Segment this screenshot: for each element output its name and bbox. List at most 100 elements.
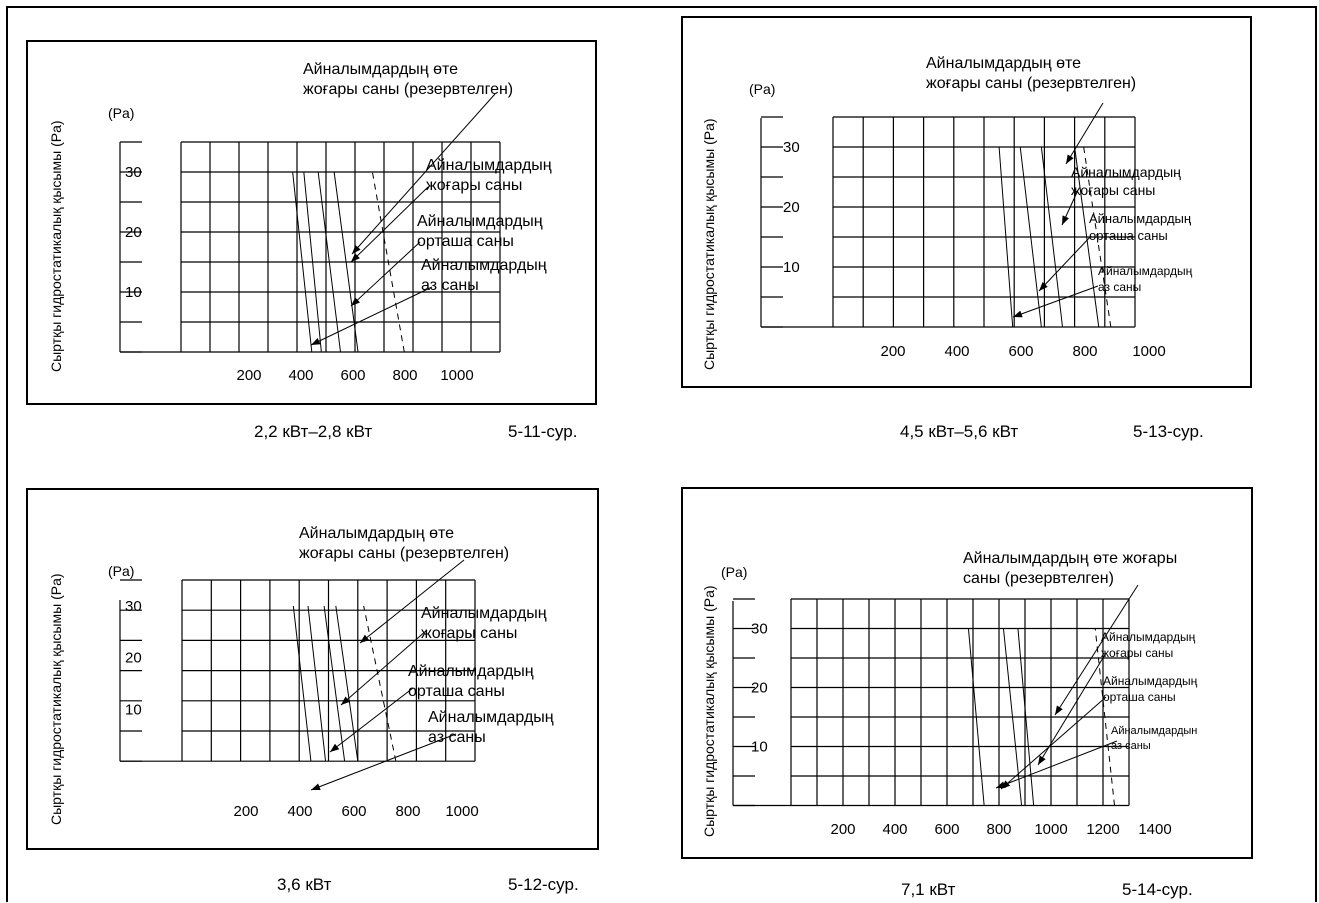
annotation-arrow-head <box>351 253 360 262</box>
x-tick-label: 800 <box>1072 343 1097 360</box>
annotation-label-line: орташа саны <box>1103 690 1176 704</box>
annotation-label-line: Айналымдардың <box>428 709 554 726</box>
series-line <box>967 628 985 806</box>
series-line <box>335 605 359 762</box>
annotation-label-line: жоғары саны <box>1101 646 1173 660</box>
annotation-label: Айналымдардың жоғары саны <box>426 157 552 194</box>
annotation-arrow-head <box>311 783 321 791</box>
annotation-label-line: жоғары саны <box>426 177 522 194</box>
annotation-label-line: Айналымдардың өте жоғары <box>963 550 1177 567</box>
annotation-label: Айналымдардың орташа саны <box>1103 674 1198 704</box>
annotation-label: Айналымдардың өте жоғары саны (резервтелг… <box>926 55 1136 92</box>
chart-caption: 4,5 кВт–5,6 кВт <box>900 422 1019 441</box>
x-tick-label: 400 <box>287 803 312 820</box>
annotation-label: Айналымдардың өте жоғары саны (резервтелг… <box>303 61 513 98</box>
annotation-arrow-head <box>352 244 361 254</box>
annotation-label-line: аз саны <box>1098 280 1141 294</box>
x-tick-label: 1000 <box>1034 821 1067 838</box>
chart-panel-5-13: 10 20 30 (Pa) 200 400 600 800 1000 Айналымдардың … <box>681 16 1252 388</box>
x-tick-label: 200 <box>233 803 258 820</box>
series-line <box>998 146 1014 328</box>
annotation-arrow-line <box>995 740 1118 789</box>
series-group <box>967 628 1116 806</box>
annotation-label: Айналымдардың жоғары саны <box>1071 164 1181 198</box>
annotation-label-line: Айналымдардың <box>421 605 547 622</box>
annotation-arrow-line <box>340 629 428 706</box>
annotation-arrow-line <box>1000 696 1107 790</box>
annotation-label-line: жоғары саны <box>1071 182 1155 198</box>
annotation-label-line: аз саны <box>428 729 486 746</box>
annotation-arrow-head <box>1038 755 1046 765</box>
annotation-label-line: аз саны <box>421 277 479 294</box>
annotation-arrow-line <box>351 93 496 255</box>
figure-number: 5-13-сур. <box>1133 422 1204 441</box>
annotation-arrow-line <box>310 286 433 346</box>
grid <box>180 141 501 353</box>
annotation-label-line: Айналымдардын <box>1111 725 1197 737</box>
series-line <box>292 171 313 353</box>
annotation-label: Айналымдардың орташа саны <box>417 213 543 250</box>
grid <box>790 598 1130 807</box>
annotation-label-line: Айналымдардың <box>1101 630 1196 644</box>
chart-caption: 7,1 кВт <box>901 880 956 899</box>
y-tick-label: 30 <box>783 139 800 156</box>
chart-svg-5-12: 10 20 30 (Pa) 200 400 600 800 1000 Айналымдардың … <box>108 525 554 820</box>
annotation-arrow-head <box>1055 705 1063 715</box>
annotation-arrow-line <box>350 186 429 263</box>
series-line-dashed <box>363 605 397 762</box>
series-line-dashed <box>371 171 405 353</box>
series-line <box>1017 628 1035 806</box>
y-tick-label: 10 <box>125 284 142 301</box>
x-tick-label: 200 <box>236 367 261 384</box>
y-unit-label: (Pa) <box>749 81 775 97</box>
annotation-label-line: Айналымдардың өте <box>926 55 1081 72</box>
annotation-label: Айналымдардың жоғары саны <box>1101 630 1196 660</box>
annotation-label-line: орташа саны <box>408 683 505 700</box>
annotation-label-line: Айналымдардың өте <box>303 61 458 78</box>
annotation-arrow-head <box>360 634 370 643</box>
x-tick-label: 1000 <box>1132 343 1165 360</box>
series-line-dashed <box>1083 146 1112 328</box>
x-tick-label: 400 <box>944 343 969 360</box>
annotation-arrow-line <box>1065 102 1104 165</box>
annotation-label-line: Айналымдардың <box>408 663 534 680</box>
x-tick-label: 800 <box>392 367 417 384</box>
chart-svg-5-14: 10 20 30 (Pa) 200 400 600 800 1000 1200 1400 Айналы… <box>721 550 1198 838</box>
annotation-label-line: Айналымдардың <box>417 213 543 230</box>
y-axis-label: Сыртқы гидростатикалық қысымы (Pa) <box>48 573 64 825</box>
page-border <box>6 6 1317 902</box>
annotation-label-line: Айналымдардың <box>421 257 547 274</box>
annotation-arrow-head <box>311 337 321 345</box>
x-tick-label: 200 <box>830 821 855 838</box>
series-group <box>292 605 397 762</box>
series-line <box>1002 628 1023 806</box>
series-line <box>323 605 346 762</box>
series-line <box>1019 146 1042 328</box>
chart-caption: 3,6 кВт <box>277 875 332 894</box>
y-unit-label: (Pa) <box>108 105 134 121</box>
annotation-label: Айналымдардың аз саны <box>428 709 554 746</box>
series-line <box>292 605 312 762</box>
annotation-label-line: жоғары саны <box>421 625 517 642</box>
annotation-label-line: орташа саны <box>1089 228 1168 243</box>
y-tick-label: 30 <box>125 598 142 615</box>
y-tick-label: 10 <box>783 259 800 276</box>
annotation-arrow-head <box>1039 282 1048 291</box>
annotation-label-line: Айналымдардың <box>1071 164 1181 180</box>
figure-number: 5-12-сур. <box>508 875 579 894</box>
annotation-arrow-head <box>341 696 351 705</box>
annotation-arrow-line <box>310 733 457 791</box>
x-tick-label: 400 <box>882 821 907 838</box>
x-tick-label: 1000 <box>445 803 478 820</box>
y-axis-label: Сыртқы гидростатикалық қысымы (Pa) <box>701 118 717 370</box>
x-tick-label: 600 <box>934 821 959 838</box>
x-tick-label: 400 <box>288 367 313 384</box>
annotation-label-line: Айналымдардың <box>1089 211 1192 226</box>
series-line <box>1040 146 1064 328</box>
annotation-label-line: жоғары саны (резервтелген) <box>303 81 513 98</box>
x-tick-label: 200 <box>880 343 905 360</box>
chart-svg-5-11: 10 20 30 (Pa) 200 400 600 800 1000 Айналымдардың … <box>108 61 552 384</box>
y-axis-label: Сыртқы гидростатикалық қысымы (Pa) <box>48 120 64 372</box>
annotation-label: Айналымдардың аз саны <box>1098 264 1193 294</box>
annotation-arrow-head <box>1013 310 1023 318</box>
